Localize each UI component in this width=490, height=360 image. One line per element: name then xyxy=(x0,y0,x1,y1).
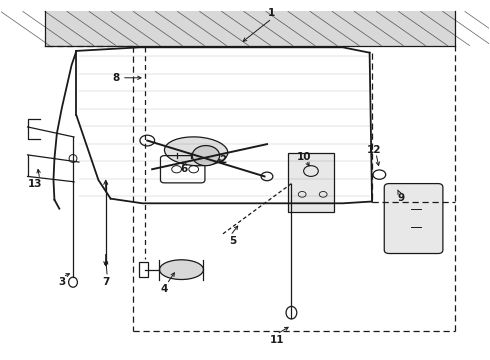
Text: 4: 4 xyxy=(161,284,168,294)
Text: 12: 12 xyxy=(367,144,382,154)
Text: 8: 8 xyxy=(112,73,119,83)
Text: 1: 1 xyxy=(268,8,275,18)
Polygon shape xyxy=(45,12,455,45)
Text: 3: 3 xyxy=(58,277,65,287)
Circle shape xyxy=(192,145,220,166)
Text: 6: 6 xyxy=(180,164,188,174)
Ellipse shape xyxy=(165,137,228,166)
FancyBboxPatch shape xyxy=(288,153,334,212)
Text: 11: 11 xyxy=(270,334,284,345)
Text: 5: 5 xyxy=(229,236,236,246)
FancyBboxPatch shape xyxy=(384,184,443,253)
Text: 7: 7 xyxy=(102,277,109,287)
Text: 9: 9 xyxy=(398,193,405,203)
Text: 13: 13 xyxy=(27,179,42,189)
Text: 2: 2 xyxy=(220,155,227,165)
Text: 10: 10 xyxy=(296,152,311,162)
Ellipse shape xyxy=(159,260,203,279)
